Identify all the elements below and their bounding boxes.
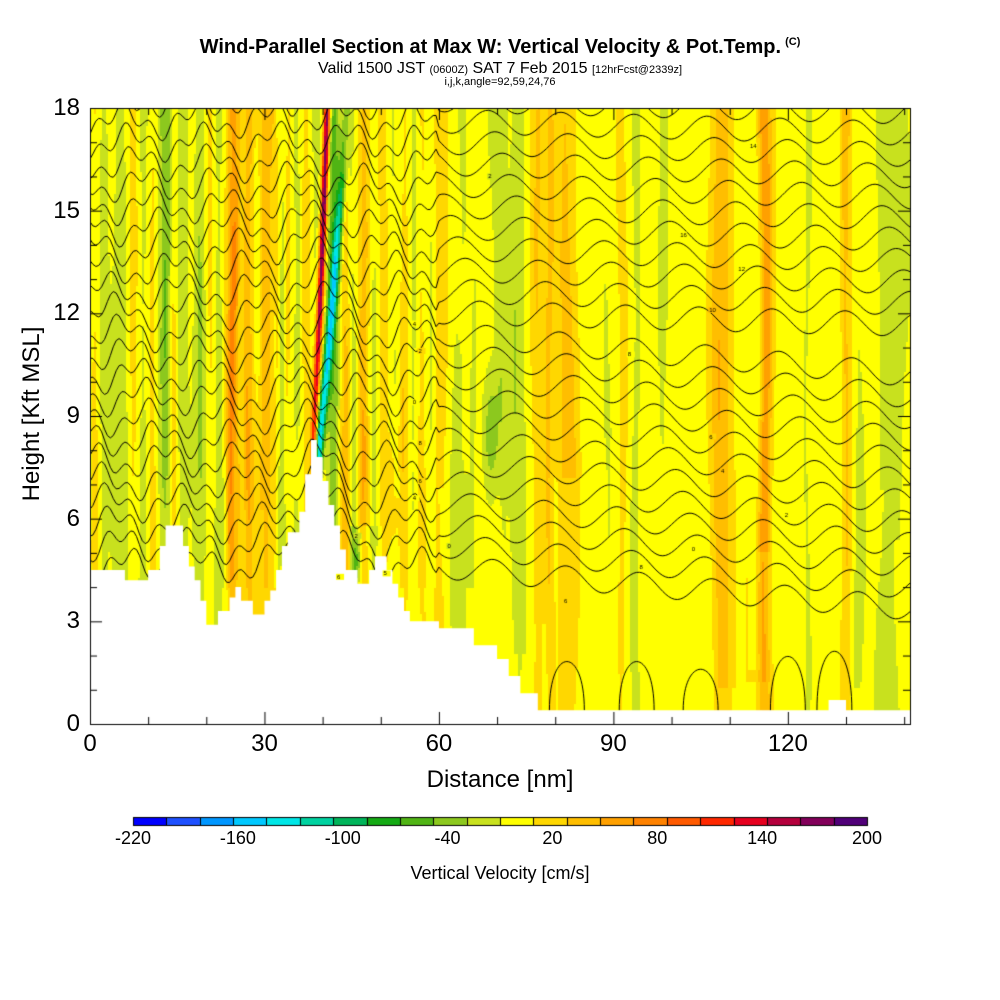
y-tick-label: 12	[53, 299, 80, 327]
x-tick-label: 60	[425, 730, 453, 757]
colorbar-tick-label: 80	[647, 828, 668, 848]
y-tick-label: 18	[53, 94, 80, 121]
chart-subtitle: Valid 1500 JST (0600Z) SAT 7 Feb 2015 [1…	[317, 60, 682, 77]
y-tick-label: 3	[66, 607, 80, 635]
colorbar-tick-label: 200	[851, 828, 883, 848]
chart-title: Wind-Parallel Section at Max W: Vertical…	[199, 36, 801, 58]
x-tick-label: 0	[83, 730, 97, 757]
y-tick-label: 9	[66, 402, 80, 429]
colorbar-tick-label: -220	[114, 828, 152, 848]
y-tick-label: 15	[53, 196, 80, 224]
chart-title-sup: (C)	[785, 36, 801, 49]
colorbar-tick-label: -40	[434, 828, 461, 848]
x-tick-label: 90	[600, 730, 627, 757]
x-tick-label: 120	[767, 730, 808, 757]
colorbar-tick-label: 20	[542, 828, 563, 848]
colorbar-tick-label: 140	[747, 828, 778, 848]
x-tick-label: 30	[251, 730, 278, 757]
chart-indices: i,j,k,angle=92,59,24,76	[444, 76, 556, 88]
colorbar-tick-label: -100	[324, 828, 361, 848]
x-axis-label: Distance [nm]	[426, 766, 574, 793]
y-tick-label: 6	[66, 504, 80, 532]
colorbar-label: Vertical Velocity [cm/s]	[410, 863, 590, 883]
colorbar-tick-label: -160	[219, 828, 256, 848]
y-tick-label: 0	[66, 710, 80, 737]
